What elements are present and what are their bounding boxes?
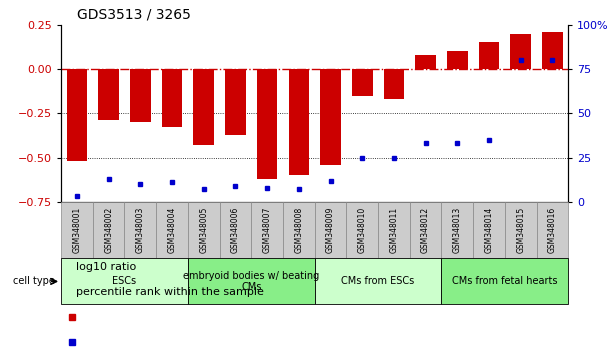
Bar — [162, 69, 182, 127]
Bar — [219, 202, 251, 258]
Text: GSM348013: GSM348013 — [453, 207, 462, 253]
Bar — [410, 202, 441, 258]
Text: GSM348002: GSM348002 — [104, 207, 113, 253]
Text: GSM348010: GSM348010 — [357, 207, 367, 253]
Text: GSM348009: GSM348009 — [326, 207, 335, 253]
Bar — [194, 69, 214, 145]
Text: GSM348004: GSM348004 — [167, 207, 177, 253]
Bar — [188, 202, 219, 258]
Text: CMs from fetal hearts: CMs from fetal hearts — [452, 276, 558, 286]
Bar — [315, 258, 441, 304]
Bar — [67, 69, 87, 161]
Text: GSM348016: GSM348016 — [548, 207, 557, 253]
Bar — [447, 51, 467, 69]
Bar — [441, 202, 473, 258]
Text: GSM348007: GSM348007 — [263, 207, 272, 253]
Bar — [225, 69, 246, 135]
Bar — [542, 32, 563, 69]
Bar — [156, 202, 188, 258]
Text: GSM348015: GSM348015 — [516, 207, 525, 253]
Bar — [251, 202, 283, 258]
Bar — [415, 55, 436, 69]
Bar — [441, 258, 568, 304]
Bar — [61, 202, 93, 258]
Text: CMs from ESCs: CMs from ESCs — [342, 276, 415, 286]
Bar — [188, 258, 315, 304]
Bar — [315, 202, 346, 258]
Bar — [505, 202, 536, 258]
Bar — [98, 69, 119, 120]
Bar — [510, 34, 531, 69]
Text: embryoid bodies w/ beating
CMs: embryoid bodies w/ beating CMs — [183, 270, 320, 292]
Bar — [536, 202, 568, 258]
Bar — [257, 69, 277, 179]
Text: GSM348001: GSM348001 — [73, 207, 81, 253]
Bar — [352, 69, 373, 96]
Bar — [346, 202, 378, 258]
Text: GSM348011: GSM348011 — [389, 207, 398, 253]
Text: percentile rank within the sample: percentile rank within the sample — [76, 287, 264, 297]
Bar — [61, 258, 188, 304]
Bar — [288, 69, 309, 175]
Text: GSM348014: GSM348014 — [485, 207, 494, 253]
Bar — [320, 69, 341, 165]
Text: GSM348012: GSM348012 — [421, 207, 430, 253]
Text: cell type: cell type — [13, 276, 58, 286]
Bar — [384, 69, 404, 99]
Bar — [283, 202, 315, 258]
Text: ESCs: ESCs — [112, 276, 136, 286]
Text: GSM348005: GSM348005 — [199, 207, 208, 253]
Bar — [93, 202, 125, 258]
Text: log10 ratio: log10 ratio — [76, 262, 137, 272]
Bar — [125, 202, 156, 258]
Bar — [130, 69, 151, 122]
Text: GSM348006: GSM348006 — [231, 207, 240, 253]
Bar — [473, 202, 505, 258]
Text: GDS3513 / 3265: GDS3513 / 3265 — [78, 7, 191, 21]
Bar — [378, 202, 410, 258]
Text: GSM348008: GSM348008 — [295, 207, 303, 253]
Text: GSM348003: GSM348003 — [136, 207, 145, 253]
Bar — [478, 42, 499, 69]
